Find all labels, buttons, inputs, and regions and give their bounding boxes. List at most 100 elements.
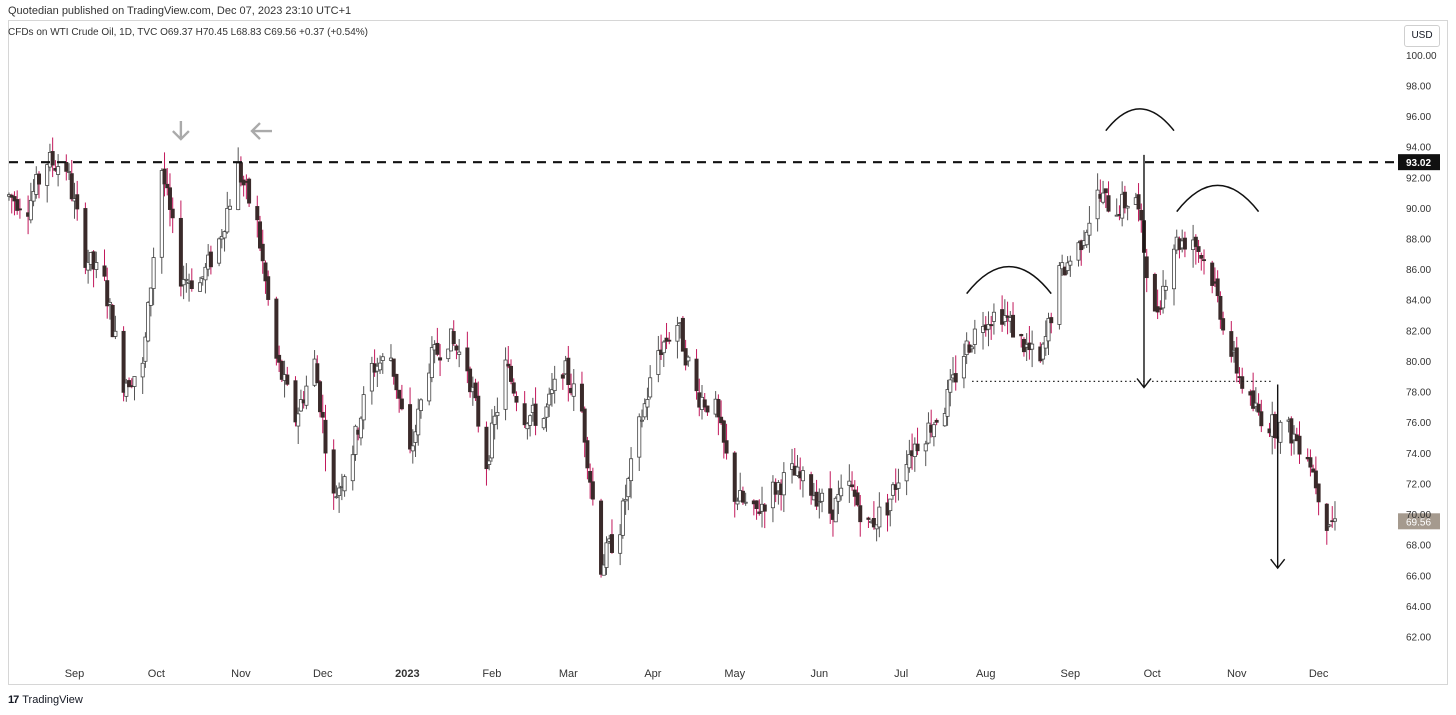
candle-body [855, 492, 860, 506]
price-tick-label: 98.00 [1406, 81, 1431, 92]
candle-body [833, 497, 838, 523]
candle-body [1062, 266, 1067, 276]
candle-body [222, 231, 227, 239]
candle-body [656, 350, 661, 375]
candle-body [86, 261, 91, 271]
candle-body [394, 373, 399, 391]
candle-body [1095, 189, 1100, 220]
candle-body [217, 238, 222, 264]
candle-body [989, 324, 994, 327]
price-tick-label: 78.00 [1406, 388, 1431, 399]
price-tick-label: 84.00 [1406, 296, 1431, 307]
candle-body [454, 345, 459, 351]
candle-body [680, 317, 685, 352]
candle-body [836, 493, 841, 502]
candle-body [942, 413, 947, 427]
candle-body [890, 484, 895, 496]
candle-body [358, 417, 363, 439]
footer-brand[interactable]: 17 TradingView [8, 694, 83, 706]
time-tick-label: Sep [65, 668, 85, 680]
time-tick-label: Mar [559, 668, 578, 680]
candle-body [1324, 503, 1329, 531]
candle-body [620, 500, 625, 536]
candle-body [91, 251, 96, 270]
symbol-legend[interactable]: CFDs on WTI Crude Oil, 1D, TVC O69.37 H7… [8, 27, 368, 38]
candle-body [1218, 296, 1223, 320]
candle-body [353, 425, 358, 455]
candle-body [350, 454, 355, 482]
candle-body [694, 358, 699, 392]
price-tick-label: 66.00 [1406, 571, 1431, 582]
candle-body [476, 395, 481, 427]
time-tick-label: Oct [1144, 668, 1161, 680]
arrow-left-icon [250, 122, 273, 140]
candle-body [342, 476, 347, 492]
time-tick-label: May [724, 668, 745, 680]
candle-body [648, 377, 653, 398]
candle-body [847, 480, 852, 486]
candle-body [1297, 435, 1302, 455]
price-tick-label: 100.00 [1406, 51, 1437, 62]
candle-body [588, 471, 593, 483]
candle-body [541, 418, 546, 429]
price-tick-label: 82.00 [1406, 326, 1431, 337]
currency-button[interactable]: USD [1404, 25, 1440, 47]
candle-body [1259, 411, 1264, 427]
candle-body [1068, 260, 1073, 266]
time-tick-label: Feb [482, 668, 501, 680]
candle-body [866, 517, 871, 520]
candle-body [991, 311, 996, 322]
candle-body [258, 221, 263, 249]
candle-body [1278, 421, 1283, 443]
candle-body [203, 266, 208, 281]
candle-body [721, 420, 726, 443]
candle-body [484, 426, 489, 470]
candle-body [110, 304, 115, 338]
candle-body [1210, 262, 1215, 286]
candle-body [127, 380, 132, 388]
candle-body [601, 564, 606, 576]
candle-body [970, 346, 975, 350]
candle-body [320, 411, 325, 418]
candle-body [12, 196, 17, 202]
candle-body [1152, 273, 1157, 312]
candle-body [1005, 315, 1010, 318]
candle-body [814, 491, 819, 507]
candle-body [331, 449, 336, 494]
candle-body [146, 302, 151, 342]
candle-body [839, 487, 844, 497]
candle-body [410, 445, 415, 452]
last-price-badge [1398, 513, 1440, 530]
candle-body [45, 164, 50, 186]
candle-body [735, 500, 740, 505]
candle-body [579, 383, 584, 412]
candle-body [1240, 376, 1245, 389]
candle-body [770, 481, 775, 509]
candle-body [896, 482, 901, 489]
candle-body [1057, 265, 1062, 325]
candle-body [181, 279, 186, 286]
candles-group [7, 137, 1337, 578]
candle-body [503, 359, 508, 410]
candle-body [255, 206, 260, 221]
candle-body [762, 504, 767, 512]
candle-body [1193, 236, 1198, 247]
candle-body [263, 262, 268, 282]
price-tick-label: 70.00 [1406, 510, 1431, 521]
candle-body [904, 464, 909, 482]
arrow-down-icon [172, 121, 190, 141]
candle-body [599, 500, 604, 575]
candle-body [552, 378, 557, 391]
candle-body [514, 396, 519, 403]
candle-body [1101, 192, 1106, 203]
candle-body [1011, 314, 1016, 338]
candle-body [585, 440, 590, 469]
candle-body [495, 412, 500, 417]
price-axis: 100.00 98.00 96.00 94.00 92.00 90.00 88.00 86.0… [1406, 51, 1437, 644]
candle-body [871, 518, 876, 528]
candle-body [716, 399, 721, 418]
candle-body [1251, 390, 1256, 409]
candle-body [323, 419, 328, 454]
candle-body [473, 382, 478, 399]
